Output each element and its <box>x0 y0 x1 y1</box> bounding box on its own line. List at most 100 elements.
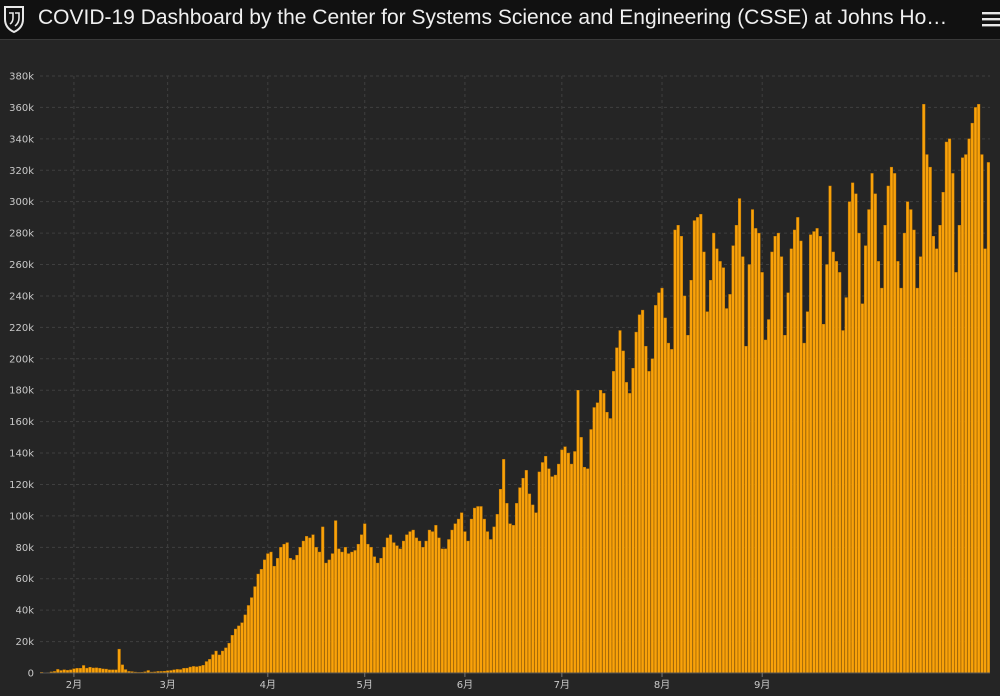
daily-cases-bar[interactable] <box>511 525 515 674</box>
daily-cases-bar[interactable] <box>56 669 60 674</box>
daily-cases-bar[interactable] <box>292 559 296 674</box>
daily-cases-bar[interactable] <box>311 534 315 674</box>
daily-cases-bar[interactable] <box>770 251 774 674</box>
daily-cases-bar[interactable] <box>398 548 402 674</box>
daily-cases-bar[interactable] <box>844 297 848 674</box>
daily-cases-bar[interactable] <box>295 554 299 674</box>
daily-cases-bar[interactable] <box>324 562 328 674</box>
daily-cases-bar[interactable] <box>906 201 910 674</box>
daily-cases-bar[interactable] <box>666 342 670 674</box>
daily-cases-bar[interactable] <box>440 548 444 674</box>
daily-cases-bar[interactable] <box>738 198 742 674</box>
daily-cases-bar[interactable] <box>935 248 939 674</box>
daily-cases-bar[interactable] <box>353 550 357 674</box>
daily-cases-bar[interactable] <box>369 547 373 674</box>
daily-cases-bar[interactable] <box>983 248 987 674</box>
daily-cases-bar[interactable] <box>489 539 493 674</box>
daily-cases-bar[interactable] <box>308 537 312 674</box>
daily-cases-bar[interactable] <box>250 597 254 674</box>
daily-cases-bar[interactable] <box>970 122 974 674</box>
daily-cases-bar[interactable] <box>877 261 881 674</box>
daily-cases-bar[interactable] <box>288 558 292 674</box>
daily-cases-bar[interactable] <box>767 319 771 674</box>
daily-cases-bar[interactable] <box>518 487 522 674</box>
daily-cases-bar[interactable] <box>776 232 780 674</box>
daily-cases-bar[interactable] <box>347 553 351 674</box>
daily-cases-bar[interactable] <box>802 342 806 674</box>
daily-cases-bar[interactable] <box>641 309 645 674</box>
daily-cases-bar[interactable] <box>179 669 183 674</box>
daily-cases-bar[interactable] <box>327 559 331 674</box>
daily-cases-bar[interactable] <box>909 209 913 674</box>
daily-cases-bar[interactable] <box>579 437 583 674</box>
daily-cases-bar[interactable] <box>340 551 344 674</box>
daily-cases-bar[interactable] <box>120 664 124 674</box>
daily-cases-bar[interactable] <box>822 324 826 674</box>
daily-cases-bar[interactable] <box>941 192 945 674</box>
daily-cases-bar[interactable] <box>686 335 690 674</box>
daily-cases-bar[interactable] <box>482 518 486 674</box>
daily-cases-bar[interactable] <box>773 236 777 674</box>
daily-cases-bar[interactable] <box>305 536 309 674</box>
daily-cases-bar[interactable] <box>586 468 590 674</box>
daily-cases-bar[interactable] <box>537 471 541 674</box>
daily-cases-bar[interactable] <box>175 669 179 674</box>
daily-cases-bar[interactable] <box>573 451 577 674</box>
daily-cases-bar[interactable] <box>214 650 218 674</box>
daily-cases-bar[interactable] <box>631 368 635 674</box>
daily-cases-bar[interactable] <box>505 503 509 674</box>
daily-cases-bar[interactable] <box>595 402 599 674</box>
daily-cases-bar[interactable] <box>708 280 713 674</box>
daily-cases-bar[interactable] <box>660 287 664 674</box>
daily-cases-bar[interactable] <box>418 540 422 674</box>
daily-cases-bar[interactable] <box>379 558 383 674</box>
daily-cases-bar[interactable] <box>540 462 544 674</box>
daily-cases-bar[interactable] <box>805 311 809 674</box>
daily-cases-bar[interactable] <box>605 412 609 674</box>
daily-cases-bar[interactable] <box>880 287 884 674</box>
daily-cases-bar[interactable] <box>233 628 238 674</box>
daily-cases-bar[interactable] <box>263 559 267 674</box>
daily-cases-bar[interactable] <box>88 666 92 674</box>
daily-cases-bar[interactable] <box>838 272 842 674</box>
daily-cases-bar[interactable] <box>453 523 457 674</box>
daily-cases-bar[interactable] <box>634 331 638 674</box>
daily-cases-bar[interactable] <box>230 635 234 674</box>
daily-cases-bar[interactable] <box>460 512 464 674</box>
daily-cases-bar[interactable] <box>679 236 683 674</box>
daily-cases-bar[interactable] <box>650 358 654 674</box>
daily-cases-bar[interactable] <box>928 166 932 674</box>
daily-cases-bar[interactable] <box>104 668 108 674</box>
daily-cases-bar[interactable] <box>715 248 719 674</box>
daily-cases-bar[interactable] <box>566 452 570 674</box>
daily-cases-bar[interactable] <box>85 667 89 674</box>
daily-cases-bar[interactable] <box>434 525 438 674</box>
daily-cases-bar[interactable] <box>182 668 186 674</box>
daily-cases-bar[interactable] <box>382 547 386 674</box>
daily-cases-bar[interactable] <box>360 534 364 674</box>
daily-cases-bar[interactable] <box>841 330 845 674</box>
daily-cases-bar[interactable] <box>919 256 923 674</box>
daily-cases-bar[interactable] <box>718 261 722 674</box>
daily-cases-bar[interactable] <box>728 294 732 674</box>
daily-cases-bar[interactable] <box>389 534 393 674</box>
daily-cases-bar[interactable] <box>372 556 376 674</box>
daily-cases-bar[interactable] <box>450 529 454 674</box>
daily-cases-bar[interactable] <box>534 512 538 674</box>
daily-cases-bar[interactable] <box>521 477 525 674</box>
daily-cases-bar[interactable] <box>657 292 661 674</box>
daily-cases-bar[interactable] <box>78 668 82 674</box>
daily-cases-bar[interactable] <box>75 668 79 674</box>
daily-cases-bar[interactable] <box>427 529 431 674</box>
daily-cases-bar[interactable] <box>524 470 528 674</box>
daily-cases-bar[interactable] <box>741 256 745 674</box>
daily-cases-bar[interactable] <box>188 666 192 674</box>
daily-cases-bar[interactable] <box>246 605 250 674</box>
daily-cases-bar[interactable] <box>117 648 121 674</box>
daily-cases-bar[interactable] <box>731 245 735 674</box>
daily-cases-bar[interactable] <box>191 666 195 674</box>
daily-cases-bar[interactable] <box>757 232 761 674</box>
daily-cases-bar[interactable] <box>725 308 729 674</box>
daily-cases-bar[interactable] <box>967 138 971 674</box>
daily-cases-bar[interactable] <box>502 459 506 674</box>
